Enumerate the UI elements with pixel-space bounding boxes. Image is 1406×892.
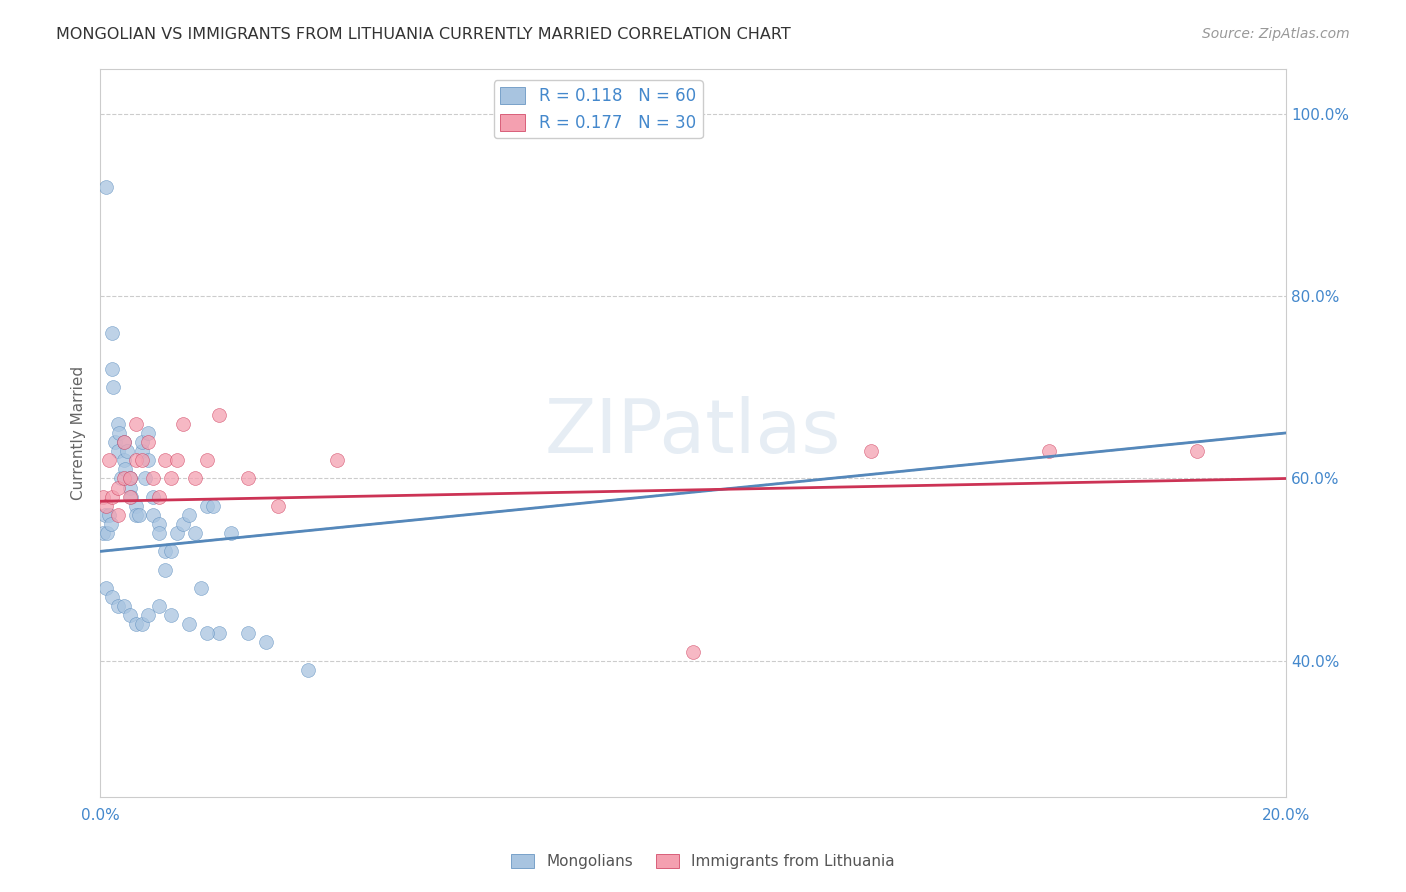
Point	[208, 408, 231, 422]
Point	[136, 435, 159, 450]
Point	[134, 471, 156, 485]
Point	[91, 490, 114, 504]
Point	[118, 608, 141, 623]
Point	[177, 617, 200, 632]
Point	[148, 517, 170, 532]
Point	[101, 490, 124, 504]
Point	[98, 453, 121, 467]
Text: ZIPatlas: ZIPatlas	[546, 396, 841, 469]
Point	[195, 499, 218, 513]
Point	[131, 444, 153, 458]
Point	[136, 608, 159, 623]
Point	[136, 425, 159, 440]
Point	[94, 508, 117, 522]
Point	[108, 425, 131, 440]
Point	[190, 581, 212, 595]
Text: MONGOLIAN VS IMMIGRANTS FROM LITHUANIA CURRENTLY MARRIED CORRELATION CHART: MONGOLIAN VS IMMIGRANTS FROM LITHUANIA C…	[56, 27, 792, 42]
Point	[195, 626, 218, 640]
Point	[120, 490, 142, 504]
Point	[195, 453, 218, 467]
Point	[267, 499, 290, 513]
Point	[94, 581, 117, 595]
Point	[184, 471, 207, 485]
Point	[98, 508, 121, 522]
Point	[131, 453, 153, 467]
Point	[148, 599, 170, 613]
Point	[155, 563, 177, 577]
Point	[125, 453, 148, 467]
Point	[110, 471, 132, 485]
Point	[112, 435, 135, 450]
Point	[94, 499, 117, 513]
Point	[118, 490, 141, 504]
Point	[101, 590, 124, 604]
Point	[101, 380, 124, 394]
Point	[125, 508, 148, 522]
Point	[136, 453, 159, 467]
Point	[160, 608, 183, 623]
Point	[114, 462, 136, 476]
Point	[142, 508, 165, 522]
Legend: Mongolians, Immigrants from Lithuania: Mongolians, Immigrants from Lithuania	[505, 848, 901, 875]
Point	[682, 644, 704, 658]
Point	[148, 490, 170, 504]
Point	[177, 508, 200, 522]
Point	[125, 417, 148, 431]
Point	[297, 663, 319, 677]
Y-axis label: Currently Married: Currently Married	[72, 366, 86, 500]
Point	[107, 508, 129, 522]
Point	[160, 471, 183, 485]
Point	[101, 362, 124, 376]
Point	[96, 526, 118, 541]
Point	[238, 471, 260, 485]
Point	[94, 180, 117, 194]
Point	[118, 471, 141, 485]
Point	[100, 517, 122, 532]
Point	[107, 599, 129, 613]
Point	[125, 499, 148, 513]
Point	[118, 471, 141, 485]
Point	[148, 526, 170, 541]
Point	[859, 444, 882, 458]
Point	[238, 626, 260, 640]
Point	[104, 435, 127, 450]
Point	[107, 444, 129, 458]
Point	[201, 499, 224, 513]
Point	[160, 544, 183, 558]
Point	[219, 526, 242, 541]
Point	[115, 444, 138, 458]
Point	[184, 526, 207, 541]
Point	[166, 453, 188, 467]
Point	[254, 635, 277, 649]
Point	[131, 617, 153, 632]
Point	[1185, 444, 1208, 458]
Point	[112, 471, 135, 485]
Point	[1038, 444, 1060, 458]
Point	[142, 471, 165, 485]
Point	[125, 617, 148, 632]
Point	[142, 490, 165, 504]
Point	[128, 508, 150, 522]
Point	[155, 544, 177, 558]
Text: Source: ZipAtlas.com: Source: ZipAtlas.com	[1202, 27, 1350, 41]
Point	[101, 326, 124, 340]
Point	[112, 453, 135, 467]
Legend: R = 0.118   N = 60, R = 0.177   N = 30: R = 0.118 N = 60, R = 0.177 N = 30	[494, 80, 703, 138]
Point	[112, 599, 135, 613]
Point	[208, 626, 231, 640]
Point	[107, 417, 129, 431]
Point	[172, 517, 194, 532]
Point	[172, 417, 194, 431]
Point	[91, 526, 114, 541]
Point	[131, 435, 153, 450]
Point	[107, 481, 129, 495]
Point	[112, 435, 135, 450]
Point	[118, 481, 141, 495]
Point	[326, 453, 349, 467]
Point	[166, 526, 188, 541]
Point	[155, 453, 177, 467]
